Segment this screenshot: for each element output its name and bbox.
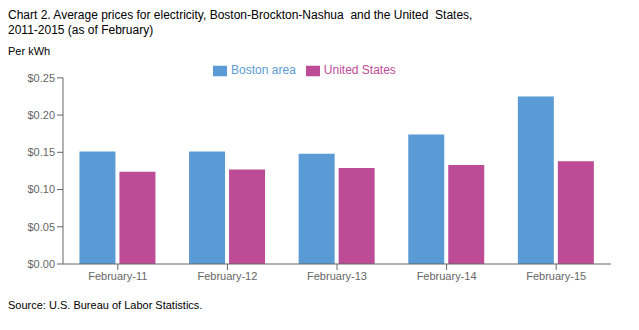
html-text:Boston area: Boston area xyxy=(231,63,296,77)
svg-text:February-14: February-14 xyxy=(417,270,477,282)
svg-text:$0.00: $0.00 xyxy=(27,258,55,270)
html-text:Per kWh: Per kWh xyxy=(8,45,51,57)
svg-text:$0.10: $0.10 xyxy=(27,183,55,195)
svg-text:February-11: February-11 xyxy=(88,270,147,282)
html-text:Chart 2. Average prices for el: Chart 2. Average prices for electricity,… xyxy=(8,8,473,22)
svg-text:February-15: February-15 xyxy=(526,270,586,282)
html-text:United States: United States xyxy=(323,63,396,77)
svg-text:$0.05: $0.05 xyxy=(27,221,55,233)
svg-text:$0.25: $0.25 xyxy=(27,72,55,84)
svg-text:$0.20: $0.20 xyxy=(27,109,55,121)
svg-text:$0.15: $0.15 xyxy=(27,146,55,158)
svg-text:February-13: February-13 xyxy=(307,270,367,282)
html-text:2011-2015 (as of February): 2011-2015 (as of February) xyxy=(8,23,154,37)
svg-text:February-12: February-12 xyxy=(197,270,257,282)
html-text:Source: U.S. Bureau of Labor S: Source: U.S. Bureau of Labor Statistics. xyxy=(8,299,203,311)
